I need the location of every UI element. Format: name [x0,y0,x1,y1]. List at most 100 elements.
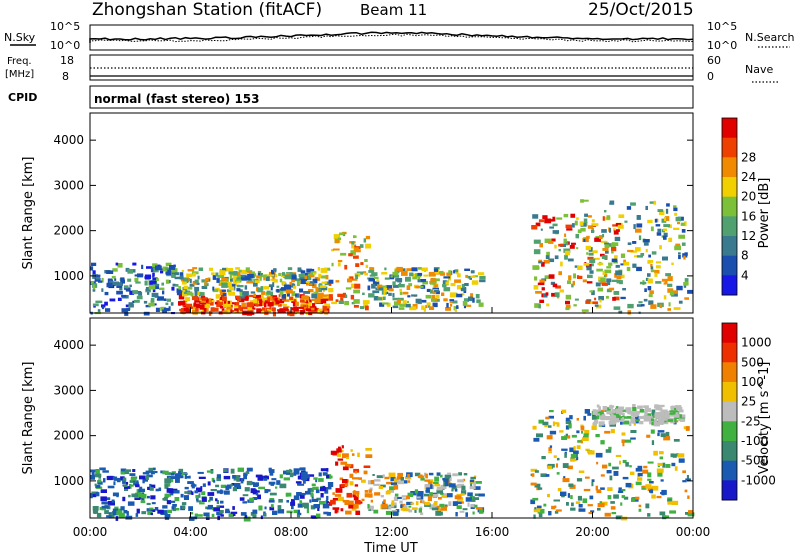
power-echo-cell [321,292,324,296]
power-echo-cell [678,234,686,239]
velocity-echo-cell [414,472,421,477]
power-echo-cell [367,285,371,291]
power-echo-cell [587,225,594,229]
power-echo-cell [534,276,538,281]
velocity-echo-cell [637,472,643,477]
velocity-echo-cell [191,512,194,515]
velocity-echo-cell [542,421,549,426]
power-echo-cell [401,271,408,276]
velocity-echo-cell [547,465,552,470]
power-echo-cell [240,274,247,278]
power-echo-cell [286,292,290,297]
velocity-echo-cell [230,468,235,474]
velocity-echo-cell [620,408,624,411]
power-echo-cell [592,301,599,305]
power-echo-cell [194,291,198,297]
velocity-echo-cell [598,421,605,426]
velocity-echo-cell [664,410,669,416]
velocity-echo-cell [232,487,237,492]
velocity-echo-cell [546,435,553,440]
power-echo-cell [452,300,458,304]
velocity-echo-cell [369,487,373,491]
velocity-echo-cell [639,420,644,425]
power-echo-cell [435,294,440,299]
power-echo-cell [657,228,662,233]
power-echo-cell [228,291,235,296]
velocity-echo-cell [388,472,396,478]
power-echo-cell [667,308,671,311]
velocity-echo-cell [340,508,344,512]
power-echo-cell [420,279,427,282]
time-tick-label: 04:00 [173,525,208,539]
power-echo-cell [587,256,594,260]
velocity-echo-cell [351,453,355,456]
power-echo-cell [392,281,396,286]
power-echo-cell [245,295,249,298]
velocity-echo-cell [602,464,608,469]
velocity-echo-cell [301,471,308,477]
power-echo-cell [270,295,278,299]
power-echo-cell [409,306,417,311]
power-echo-cell [275,300,280,305]
velocity-echo-cell [391,500,395,506]
power-echo-cell [98,280,103,283]
power-echo-cell [95,300,103,304]
velocity-echo-cell [635,481,642,486]
power-echo-cell [647,286,652,291]
velocity-echo-cell [293,468,300,473]
velocity-echo-cell [201,491,206,495]
power-echo-cell [565,224,572,229]
power-echo-cell [106,270,114,274]
power-echo-cell [392,271,399,276]
power-echo-cell [614,296,620,301]
velocity-echo-cell [393,478,399,483]
power-echo-cell [365,243,371,249]
velocity-echo-cell [118,512,125,518]
velocity-echo-cell [297,509,300,515]
velocity-echo-cell [353,468,360,473]
velocity-echo-cell [460,493,465,496]
power-echo-cell [571,242,576,245]
velocity-echo-cell [311,498,319,502]
power-echo-cell [532,214,539,219]
velocity-echo-cell [312,486,319,490]
velocity-echo-cell [561,436,568,440]
power-echo-cell [318,292,323,295]
power-colorbar-swatch [722,118,737,139]
power-echo-cell [384,267,387,271]
power-echo-cell [678,300,683,304]
power-echo-cell [677,221,680,225]
power-echo-cell [315,309,318,313]
power-echo-cell [306,268,312,273]
power-echo-cell [353,299,360,304]
velocity-echo-cell [363,465,371,468]
power-echo-cell [369,274,376,277]
power-echo-cell [377,297,383,301]
power-echo-cell [193,302,196,307]
power-echo-cell [176,288,182,293]
power-echo-cell [174,276,181,280]
velocity-echo-cell [581,437,589,441]
power-echo-cell [649,201,654,204]
power-echo-cell [267,297,271,303]
power-echo-cell [436,290,440,295]
power-colorbar-label: Power [dB] [757,178,772,249]
velocity-echo-cell [598,411,604,416]
velocity-echo-cell [643,405,649,409]
velocity-echo-cell [170,476,177,479]
velocity-echo-cell [268,499,275,503]
velocity-echo-cell [326,512,331,516]
velocity-echo-cell [596,415,600,420]
time-tick-label: 00:00 [73,525,108,539]
power-echo-cell [647,278,653,284]
velocity-echo-cell [295,481,302,484]
power-echo-cell [633,224,636,230]
power-echo-cell [384,277,390,280]
velocity-echo-cell [471,499,476,502]
power-echo-cell [560,261,563,267]
velocity-echo-cell [98,479,102,483]
velocity-echo-cell [257,494,261,500]
power-colorbar-swatch [722,275,737,296]
power-echo-cell [580,227,586,232]
power-echo-cell [101,306,105,310]
